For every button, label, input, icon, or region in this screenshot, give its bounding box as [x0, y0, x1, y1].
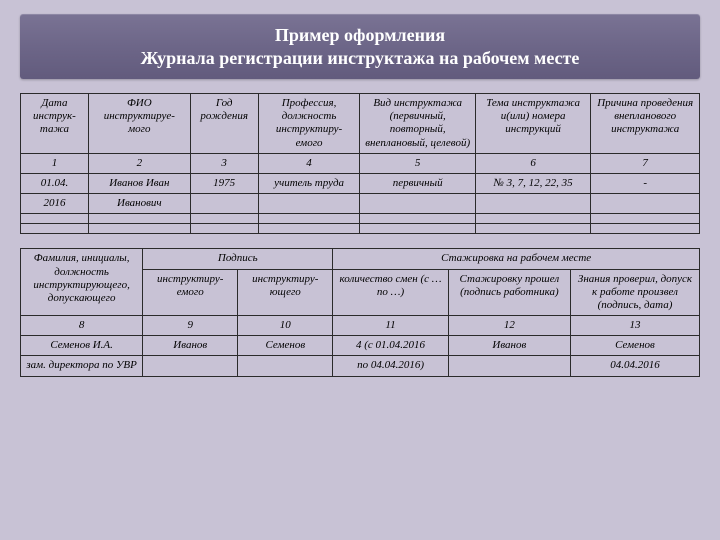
cell: по 04.04.2016) [333, 356, 448, 376]
table-row: 01.04. Иванов Иван 1975 учитель труда пе… [21, 173, 700, 193]
table-row [21, 224, 700, 234]
cell: 4 [258, 153, 360, 173]
cell: 12 [448, 316, 570, 336]
table-row: Дата инструк-тажа ФИО инструктируе-мого … [21, 94, 700, 154]
col-header: инструктиру-ющего [238, 269, 333, 316]
col-header: Тема инструктажа и(или) номера инструкци… [475, 94, 590, 154]
table-row: 2016 Иванович [21, 194, 700, 214]
col-header: Знания проверил, допуск к работе произве… [570, 269, 699, 316]
cell: Иванович [88, 194, 190, 214]
cell: 5 [360, 153, 475, 173]
title-bar: Пример оформления Журнала регистрации ин… [20, 14, 700, 79]
table-row: 8 9 10 11 12 13 [21, 316, 700, 336]
col-header: количество смен (с … по …) [333, 269, 448, 316]
cell: 01.04. [21, 173, 89, 193]
cell: 6 [475, 153, 590, 173]
col-header: инструктиру-емого [143, 269, 238, 316]
cell: 9 [143, 316, 238, 336]
cell [475, 194, 590, 214]
table-row [21, 214, 700, 224]
cell: 2016 [21, 194, 89, 214]
col-header: Подпись [143, 249, 333, 269]
cell [448, 356, 570, 376]
table-row: Фамилия, инициалы, должность инструктиру… [21, 249, 700, 269]
cell [360, 194, 475, 214]
cell: Иванов Иван [88, 173, 190, 193]
table-1: Дата инструк-тажа ФИО инструктируе-мого … [20, 93, 700, 234]
col-header: ФИО инструктируе-мого [88, 94, 190, 154]
cell: 13 [570, 316, 699, 336]
cell: 2 [88, 153, 190, 173]
col-header: Фамилия, инициалы, должность инструктиру… [21, 249, 143, 316]
cell: Семенов [238, 336, 333, 356]
cell: 11 [333, 316, 448, 336]
cell: 8 [21, 316, 143, 336]
cell: - [591, 173, 700, 193]
col-header: Дата инструк-тажа [21, 94, 89, 154]
cell: первичный [360, 173, 475, 193]
cell: 1975 [190, 173, 258, 193]
cell: 3 [190, 153, 258, 173]
col-header: Причина проведения внепланового инструкт… [591, 94, 700, 154]
table-row: 1 2 3 4 5 6 7 [21, 153, 700, 173]
cell: 7 [591, 153, 700, 173]
col-header: Стажировку прошел (подпись работника) [448, 269, 570, 316]
cell: 04.04.2016 [570, 356, 699, 376]
cell: Семенов И.А. [21, 336, 143, 356]
cell: зам. директора по УВР [21, 356, 143, 376]
cell [238, 356, 333, 376]
cell: Иванов [448, 336, 570, 356]
col-header: Год рождения [190, 94, 258, 154]
table-row: зам. директора по УВР по 04.04.2016) 04.… [21, 356, 700, 376]
cell [258, 194, 360, 214]
table-2: Фамилия, инициалы, должность инструктиру… [20, 248, 700, 376]
cell [591, 194, 700, 214]
col-header: Профессия, должность инструктиру-емого [258, 94, 360, 154]
col-header: Стажировка на рабочем месте [333, 249, 700, 269]
title-line-2: Журнала регистрации инструктажа на рабоч… [28, 47, 692, 70]
cell: № 3, 7, 12, 22, 35 [475, 173, 590, 193]
cell: учитель труда [258, 173, 360, 193]
cell [190, 194, 258, 214]
col-header: Вид инструктажа (первичный, повторный, в… [360, 94, 475, 154]
cell [143, 356, 238, 376]
cell: Иванов [143, 336, 238, 356]
title-line-1: Пример оформления [28, 24, 692, 47]
cell: 1 [21, 153, 89, 173]
cell: Семенов [570, 336, 699, 356]
cell: 10 [238, 316, 333, 336]
table-row: Семенов И.А. Иванов Семенов 4 (с 01.04.2… [21, 336, 700, 356]
cell: 4 (с 01.04.2016 [333, 336, 448, 356]
